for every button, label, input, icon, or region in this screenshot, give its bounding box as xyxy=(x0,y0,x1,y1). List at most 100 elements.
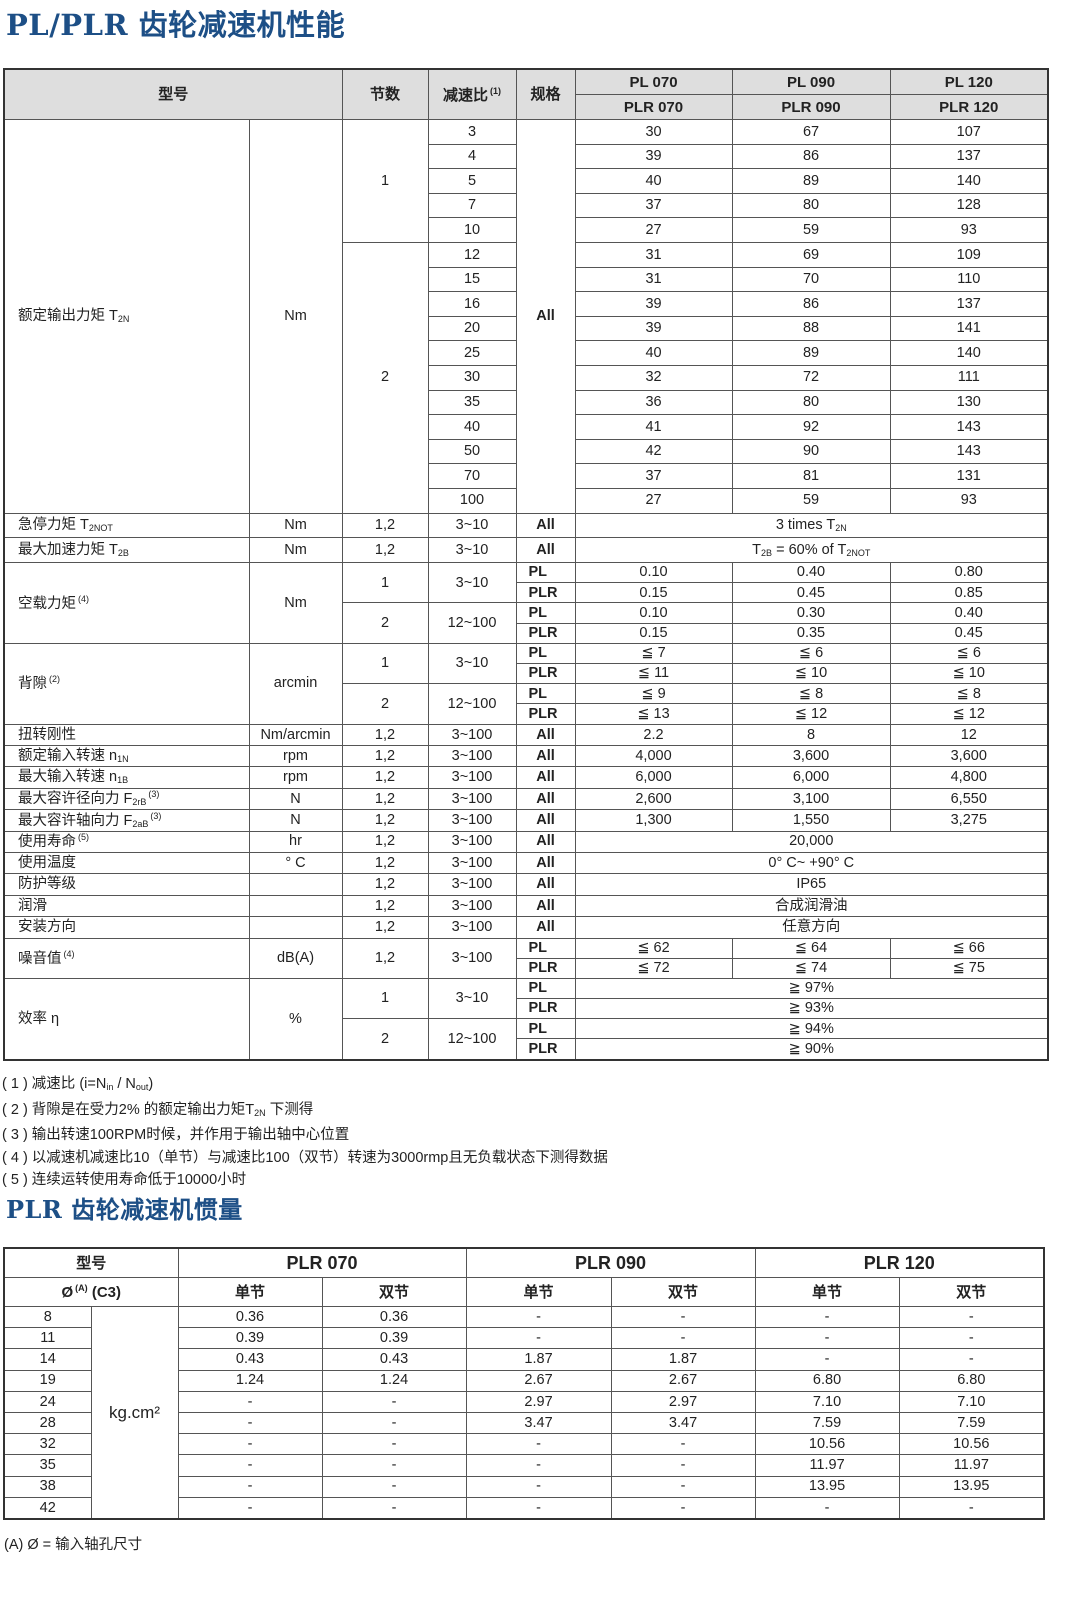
bore-cell: 11 xyxy=(3,1327,92,1350)
text: 0.10 xyxy=(639,604,668,621)
value-cell: - xyxy=(465,1475,612,1498)
text: ° C xyxy=(285,854,306,871)
spec-cell: All xyxy=(515,744,576,768)
note-ref: (3) xyxy=(148,789,160,800)
text: 20,000 xyxy=(789,833,834,850)
text: 0.85 xyxy=(954,584,983,601)
table-row: 急停力矩 T2NOT Nm 1,2 3~10 All 3 times T2N xyxy=(3,512,1049,539)
text: ≧ 90% xyxy=(788,1040,834,1057)
text: 28 xyxy=(39,1414,56,1431)
value-cell: 6,000 xyxy=(731,766,891,789)
text: 143 xyxy=(956,443,981,460)
text: 81 xyxy=(802,467,820,484)
unit-cell xyxy=(248,894,343,918)
ratio-cell: 3~100 xyxy=(427,873,517,896)
header-model-plr: PLR 090 xyxy=(465,1247,756,1278)
value-cell: 2.67 xyxy=(465,1369,612,1392)
text: 0.45 xyxy=(954,625,983,641)
value-cell: 89 xyxy=(731,340,891,366)
text: - xyxy=(247,1478,253,1495)
text: Nm xyxy=(284,517,307,534)
ratio-cell: 3~100 xyxy=(427,744,517,768)
text: rpm xyxy=(283,747,308,764)
text: 7.59 xyxy=(957,1414,986,1431)
header-spec: 规格 xyxy=(515,68,576,120)
subscript: 2NOT xyxy=(846,547,871,558)
text: - xyxy=(391,1393,397,1410)
stage-cell: 1 xyxy=(341,119,429,243)
text: 40 xyxy=(645,172,662,189)
value-cell: - xyxy=(177,1454,323,1477)
value-cell: 31 xyxy=(574,241,733,268)
text: All xyxy=(536,308,555,324)
text: 67 xyxy=(802,123,820,140)
text: 36 xyxy=(645,394,662,411)
text: 3~100 xyxy=(451,747,493,764)
header-model-plr: PLR 120 xyxy=(754,1247,1045,1278)
text: 1,2 xyxy=(374,854,396,871)
table-row: 8 kg.cm² 0.36 0.36 - - - - xyxy=(3,1305,1045,1520)
text: - xyxy=(824,1308,830,1325)
value-cell: - xyxy=(321,1411,467,1435)
text: 35 xyxy=(463,394,481,411)
row-label: 背隙 (2) xyxy=(3,642,250,725)
stage-cell: 1,2 xyxy=(341,830,429,853)
text: - xyxy=(391,1478,397,1495)
value-cell: ≦ 8 xyxy=(731,683,891,705)
text: - xyxy=(536,1330,541,1347)
header-model-plr: PLR 070 xyxy=(177,1247,467,1278)
text: 3~100 xyxy=(451,812,493,829)
text: 安装方向 xyxy=(18,919,76,936)
text: 0.15 xyxy=(639,584,668,601)
text: 31 xyxy=(645,271,662,288)
text: 4 xyxy=(467,148,477,165)
subscript: 2N xyxy=(835,522,847,533)
stage-cell: 1,2 xyxy=(341,894,429,918)
spec-cell: PL xyxy=(515,642,576,665)
text: 89 xyxy=(802,172,820,189)
text: 1,2 xyxy=(374,747,396,764)
text: - xyxy=(536,1457,541,1474)
text: 42 xyxy=(645,443,662,460)
footnote: ( 5 ) 连续运转使用寿命低于10000小时 xyxy=(2,1169,608,1192)
ratio-cell: 3~10 xyxy=(427,562,517,604)
text: All xyxy=(536,726,555,743)
text: N xyxy=(290,812,301,829)
stage-cell: 1 xyxy=(341,642,429,685)
value-cell: 12 xyxy=(889,723,1049,746)
bore-cell: 8 xyxy=(3,1305,92,1329)
stage-cell: 1,2 xyxy=(341,744,429,768)
text: 3~100 xyxy=(451,949,493,966)
text: 131 xyxy=(956,467,981,484)
value-cell: - xyxy=(177,1496,323,1520)
text: 0° C~ +90° C xyxy=(768,854,855,871)
unit-cell: Nm xyxy=(248,512,343,539)
spec-cell: PL xyxy=(515,977,576,1000)
value-cell: 0.15 xyxy=(574,622,733,644)
text: - xyxy=(824,1351,830,1368)
text: 130 xyxy=(956,394,981,411)
text: ≦ 66 xyxy=(952,939,985,956)
spec-cell: All xyxy=(515,723,576,746)
value-cell: - xyxy=(610,1327,756,1350)
value-cell: 27 xyxy=(574,487,733,514)
value-cell: 90 xyxy=(731,438,891,465)
table-row: PLR ≦ 72 ≦ 74 ≦ 75 xyxy=(4,957,1049,979)
ratio-cell: 3~10 xyxy=(427,512,517,539)
text: 137 xyxy=(956,148,981,165)
text: 0.39 xyxy=(235,1330,265,1347)
text: rpm xyxy=(283,769,308,786)
ratio-cell: 70 xyxy=(427,463,517,489)
text: Nm xyxy=(284,541,307,558)
text: 2.67 xyxy=(668,1372,698,1389)
value-cell: 40 xyxy=(574,168,733,194)
value-cell: 11.97 xyxy=(754,1454,900,1477)
text: 0.36 xyxy=(379,1308,409,1325)
unit-cell: Nm xyxy=(248,562,343,644)
text: - xyxy=(680,1308,686,1325)
spec-cell: All xyxy=(515,787,576,811)
text: 39 xyxy=(645,320,662,337)
spec-cell: PLR xyxy=(515,663,576,685)
value-cell: 2.2 xyxy=(574,723,733,746)
spec-cell: PL xyxy=(515,562,576,584)
